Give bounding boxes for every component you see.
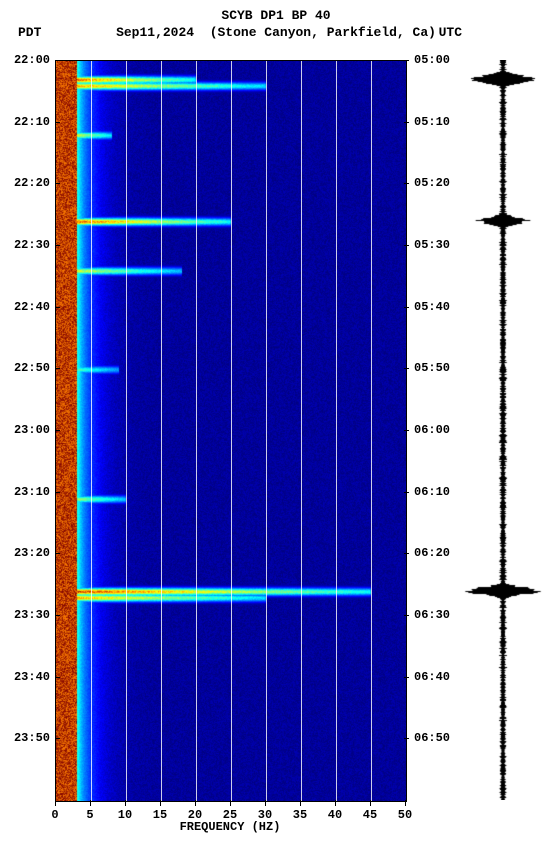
ytick-pdt: 23:30 xyxy=(6,608,50,622)
ytick-pdt: 23:50 xyxy=(6,731,50,745)
ytick-utc: 05:20 xyxy=(414,176,450,190)
seismogram-trace xyxy=(458,60,548,800)
ytick-utc: 06:10 xyxy=(414,485,450,499)
title-location: (Stone Canyon, Parkfield, Ca) xyxy=(210,25,436,40)
ytick-utc: 05:40 xyxy=(414,300,450,314)
ytick-pdt: 23:40 xyxy=(6,670,50,684)
title-date: Sep11,2024 xyxy=(116,25,194,40)
ytick-utc: 06:20 xyxy=(414,546,450,560)
ytick-utc: 05:50 xyxy=(414,361,450,375)
ytick-pdt: 23:00 xyxy=(6,423,50,437)
ytick-pdt: 23:10 xyxy=(6,485,50,499)
y-axis-utc: 05:0005:1005:2005:3005:4005:5006:0006:10… xyxy=(410,60,458,800)
ytick-pdt: 22:20 xyxy=(6,176,50,190)
ytick-utc: 05:30 xyxy=(414,238,450,252)
ytick-pdt: 22:00 xyxy=(6,53,50,67)
ytick-pdt: 22:40 xyxy=(6,300,50,314)
title-line1: SCYB DP1 BP 40 xyxy=(0,8,552,25)
title-line2: Sep11,2024 (Stone Canyon, Parkfield, Ca) xyxy=(0,25,552,42)
spectrogram-plot xyxy=(55,60,407,802)
tz-right-label: UTC xyxy=(439,25,462,40)
x-axis-label: FREQUENCY (HZ) xyxy=(55,820,405,834)
ytick-pdt: 22:10 xyxy=(6,115,50,129)
y-axis-pdt: 22:0022:1022:2022:3022:4022:5023:0023:10… xyxy=(6,60,54,800)
ytick-pdt: 22:50 xyxy=(6,361,50,375)
ytick-utc: 06:00 xyxy=(414,423,450,437)
ytick-utc: 06:30 xyxy=(414,608,450,622)
tz-left-label: PDT xyxy=(18,25,41,40)
ytick-utc: 05:00 xyxy=(414,53,450,67)
ytick-utc: 06:50 xyxy=(414,731,450,745)
chart-header: SCYB DP1 BP 40 Sep11,2024 (Stone Canyon,… xyxy=(0,0,552,42)
ytick-utc: 06:40 xyxy=(414,670,450,684)
ytick-pdt: 23:20 xyxy=(6,546,50,560)
ytick-pdt: 22:30 xyxy=(6,238,50,252)
seismogram-canvas xyxy=(458,60,548,800)
ytick-utc: 05:10 xyxy=(414,115,450,129)
